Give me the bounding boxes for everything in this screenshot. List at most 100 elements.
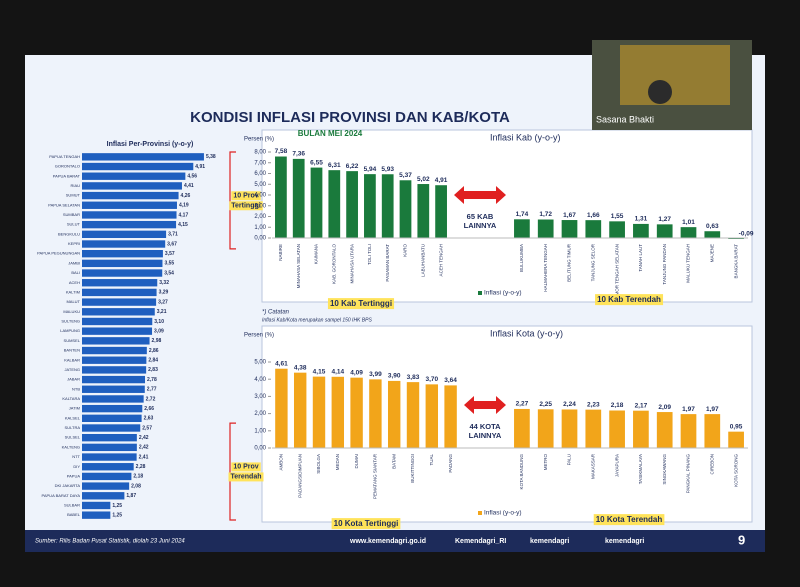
category-label: KOTA BANDUNG [519,454,524,490]
y-tick-label: 2,00 [254,411,266,417]
label-highlight [327,298,395,310]
bar [82,375,146,384]
value-label: 3,10 [154,319,164,325]
category-label: MALUT [66,299,80,304]
bar [633,223,649,238]
bar [537,409,554,448]
category-label: MINAHASA UTARA [349,244,354,283]
value-label: 2,25 [539,401,552,408]
category-label: TUAL [429,454,434,466]
category-label: NABIRE [278,244,283,261]
value-label: 2,24 [563,401,576,408]
category-label: KARO [403,244,408,257]
label-highlight [228,472,264,482]
bar [82,288,157,297]
category-label: PANGKAL PINANG [686,454,691,494]
category-label: PAPUA PEGUNUNGAN [37,251,80,256]
category-label: SULBAR [64,503,80,508]
value-label: 2,18 [611,402,624,409]
bar [82,511,111,519]
category-label: SULUT [67,222,81,227]
category-label: ACEH TENGAH [438,244,443,276]
group-label: 10 Prov [233,192,258,199]
value-label: 0,95 [730,423,743,430]
bar [82,463,134,471]
bar [331,376,345,448]
category-label: MALUKU [63,309,80,314]
category-label: ACEH [69,280,80,285]
category-label: METRO [543,454,548,471]
bar [82,414,142,422]
bar [82,201,177,209]
value-label: 4,14 [331,369,344,376]
category-label: PADANGSIDIMPUAN [297,454,302,498]
label-highlight [229,201,263,211]
category-label: RIAU [70,183,80,188]
bar [82,172,186,180]
bar [425,384,439,448]
category-label: BANGKA BARAT [733,244,738,279]
footer-source: Sumber: Rilis Badan Pusat Statistik, dio… [35,539,185,545]
category-label: SIBOLGA [316,454,321,474]
value-label: 3,27 [158,299,168,305]
category-label: LAMPUNG [60,328,80,333]
bar [417,184,430,238]
category-label: TOLI TOLI [367,244,372,265]
value-label: 2,23 [587,401,600,408]
note-heading: *) Catatan [262,310,290,316]
bar [514,408,530,448]
category-label: BABEL [67,512,81,517]
category-label: KAIMANA [314,244,319,264]
bar [656,412,673,448]
value-label: 1,74 [516,211,529,218]
y-tick-label: 3,00 [254,394,266,400]
value-label: 3,70 [425,376,438,383]
category-label: BALI [71,270,80,275]
value-label: 7,36 [292,151,305,158]
group-label: 10 Prov [233,463,258,470]
value-label: 3,67 [167,241,177,247]
category-label: JAYAPURA [614,454,619,477]
label-highlight [593,514,665,526]
category-label: SUMSEL [64,338,81,343]
category-label: PADANG [448,454,453,473]
footer-instagram: kemendagri [605,538,644,545]
value-label: 3,64 [444,377,457,384]
label-highlight [331,518,401,530]
y-tick-label: 3,00 [254,203,266,209]
category-label: JABAR [67,377,80,382]
bar [609,221,625,238]
value-label: 3,21 [157,309,167,315]
y-tick-label: 0,00 [254,236,266,242]
value-label: 1,67 [563,212,576,219]
bar [82,308,155,316]
bar [387,380,401,448]
bar [82,317,153,326]
y-tick-label: 2,00 [254,214,266,220]
middle-label: 65 KAB [467,212,494,221]
value-label: 3,57 [165,251,175,257]
group-label: 10 Kab Tertinggi [330,299,392,308]
group-label: 10 Kota Tertinggi [334,519,399,528]
bar [728,431,744,448]
label-highlight [595,294,664,306]
value-label: 1,72 [539,211,552,218]
value-label: 2,84 [148,358,158,364]
value-label: 2,42 [139,445,149,451]
value-label: 2,08 [131,483,141,489]
category-label: TANJUNG SELOR [590,243,595,281]
category-label: PAPUA BARAT [53,173,81,178]
value-label: 1,25 [112,512,122,518]
category-label: PAPUA SELATAN [48,202,80,207]
value-label: 3,90 [388,373,401,380]
category-label: HALMAHERA TENGAH [543,244,548,292]
double-arrow [464,396,506,414]
category-label: KALTIM [66,289,80,294]
category-label: GORONTALO [55,164,80,169]
label-highlight [231,191,261,201]
category-label: LABUHANBATU [420,244,425,277]
category-label: AMBON [279,454,284,471]
value-label: 2,28 [136,464,146,470]
value-label: 3,09 [154,328,164,334]
bar [82,191,179,200]
